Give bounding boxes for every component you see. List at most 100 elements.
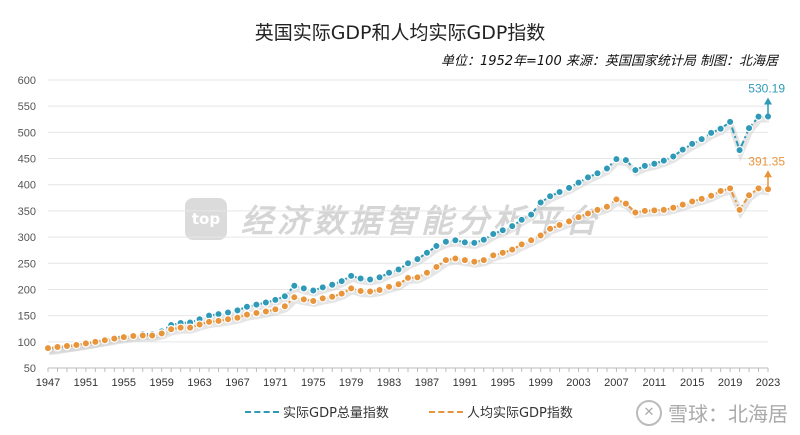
data-point [176,323,185,332]
data-point [451,254,460,263]
y-tick-label: 450 [18,154,36,166]
data-point [403,259,413,268]
data-point [470,257,479,266]
data-point [157,329,166,338]
y-tick-label: 250 [18,258,36,270]
data-point [242,310,252,319]
data-point [489,229,498,239]
data-point [489,251,498,260]
data-point [337,276,346,286]
data-point [81,339,91,348]
data-point [233,306,242,315]
x-tick-label: 1947 [36,377,60,389]
data-point [394,265,403,274]
legend-item-gdp[interactable]: 实际GDP总量指数 [245,402,389,421]
data-point [678,145,687,154]
data-point [498,226,507,235]
data-point [261,298,271,307]
data-point [517,215,526,225]
data-point [261,307,271,316]
data-point [744,123,754,133]
x-tick-label: 2003 [566,377,590,389]
source-watermark: ✕ 雪球：北海居 [636,398,788,427]
end-value-label: 530.19 [748,82,785,96]
data-point [460,238,470,247]
data-point [612,195,621,204]
data-point [650,159,659,168]
data-point [716,186,725,196]
y-tick-label: 300 [18,232,36,244]
source-watermark-text: 雪球：北海居 [668,402,788,426]
data-point [697,134,706,144]
data-point [508,245,517,254]
x-tick-label: 1975 [301,377,325,389]
data-point [593,169,602,178]
x-tick-label: 2015 [680,377,704,389]
data-point [223,315,233,324]
data-point [384,268,394,277]
data-point [375,285,384,295]
data-point [110,334,119,343]
x-tick-label: 2007 [604,377,628,389]
data-point [593,205,602,215]
data-point [422,268,432,277]
data-point [659,156,668,165]
x-tick-label: 1959 [149,377,173,389]
data-point [725,117,735,127]
data-point [413,254,422,264]
data-point [754,112,763,121]
chart-subtitle: 单位：1952年=100 来源：英国国家统计局 制图：北海居 [440,54,778,69]
data-point [346,271,356,281]
data-point [517,240,526,249]
data-point [271,305,280,314]
data-point [441,237,451,247]
data-point [451,236,460,245]
data-point [574,178,583,187]
data-point [470,238,479,248]
end-arrow-icon [764,170,772,178]
x-tick-label: 1979 [339,377,363,389]
data-point [337,289,346,298]
data-point [290,293,299,302]
data-point [403,273,413,283]
data-point [432,262,441,272]
data-point [564,183,574,193]
data-point [318,283,327,292]
y-tick-label: 550 [18,101,36,113]
legend-swatch [245,410,279,413]
data-point [204,317,214,327]
data-point [545,192,555,201]
data-point [394,280,403,289]
end-value-label: 391.35 [748,154,785,168]
y-tick-label: 400 [18,180,36,192]
data-point [72,340,81,350]
x-tick-label: 1955 [112,377,136,389]
data-point [346,284,356,293]
x-tick-label: 2023 [756,377,780,389]
data-point [526,210,536,219]
data-point [280,292,290,301]
series-shadow [48,116,770,356]
legend-item-gdp-per-capita[interactable]: 人均实际GDP指数 [428,402,573,421]
data-point [384,282,394,292]
data-point [678,200,687,209]
data-point [754,184,763,193]
legend-label: 实际GDP总量指数 [283,406,389,421]
x-tick-label: 1999 [528,377,552,389]
data-point [129,331,138,341]
data-point [583,209,593,218]
x-tick-label: 1963 [187,377,211,389]
data-point [290,281,299,290]
data-point [650,206,659,215]
data-point [62,341,72,351]
chart-title: 英国实际GDP和人均实际GDP指数 [254,22,546,44]
data-point [697,194,706,204]
data-point [583,173,593,182]
data-point [640,206,650,216]
x-tick-label: 1995 [490,377,514,389]
data-point [669,203,678,212]
data-point [328,280,337,289]
data-point [536,231,545,240]
data-point [508,221,517,231]
data-point [223,308,233,317]
